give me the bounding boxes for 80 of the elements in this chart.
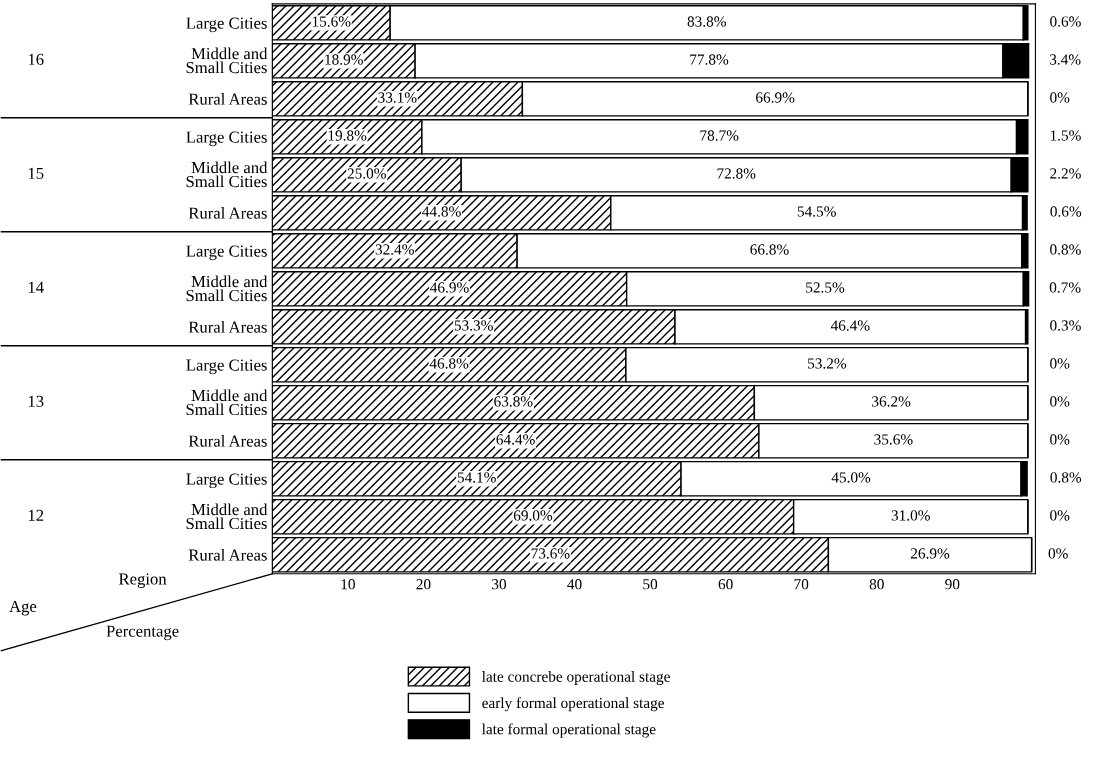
- text: 14: [28, 281, 44, 293]
- data-label: 36.2%: [872, 396, 911, 407]
- data-label: 25.0%: [347, 168, 386, 179]
- y-tick-label: Rural Areas: [188, 93, 267, 105]
- data-label: 0.7%: [1049, 282, 1081, 293]
- data-label: 54.1%: [457, 472, 496, 483]
- y-tick-label: Middle and Small Cities: [186, 161, 268, 188]
- data-label: 0%: [1050, 510, 1070, 521]
- data-label: 0%: [1048, 548, 1068, 559]
- y-axis-title: Region: [118, 573, 167, 588]
- data-label: 15.6%: [312, 16, 351, 27]
- legend-label: late formal operational stage: [481, 723, 656, 738]
- data-label: 19.8%: [328, 130, 367, 141]
- data-label: 0%: [1050, 434, 1070, 445]
- data-label: 73.6%: [531, 548, 570, 559]
- data-label: 2.2%: [1050, 168, 1081, 179]
- data-label: 46.9%: [430, 282, 469, 293]
- data-label: 33.1%: [378, 92, 417, 103]
- data-label: 0%: [1050, 92, 1070, 103]
- y-tick-label: Middle and Small Cities: [186, 389, 268, 416]
- legend-label: late concrebe operational stage: [481, 671, 670, 685]
- data-label: 1.5%: [1050, 130, 1081, 141]
- y-tick-label: Large Cities: [186, 17, 267, 33]
- data-label: 0.3%: [1050, 320, 1081, 331]
- y-tick-label: Rural Areas: [188, 548, 267, 561]
- x-tick-label: 20: [416, 579, 431, 590]
- data-label: 53.2%: [808, 358, 847, 369]
- data-label: 0.8%: [1050, 472, 1082, 483]
- data-label: 46.4%: [830, 320, 870, 331]
- y-tick-label: Rural Areas: [188, 321, 267, 333]
- x-tick-label: 40: [567, 579, 582, 590]
- x-tick-label: 10: [341, 579, 355, 590]
- legend-label: early formal operational stage: [482, 697, 664, 712]
- data-label: 26.9%: [910, 548, 950, 559]
- data-label: 44.8%: [422, 206, 461, 217]
- data-label: 72.8%: [717, 168, 756, 179]
- data-label: 0.6%: [1050, 16, 1081, 27]
- data-label: 63.8%: [494, 396, 533, 407]
- x-tick-label: 70: [794, 579, 809, 590]
- x-tick-label: 50: [643, 579, 658, 590]
- data-label: 35.6%: [874, 434, 913, 445]
- text: 16: [28, 53, 44, 65]
- y-tick-label: Large Cities: [186, 473, 267, 489]
- data-label: 31.0%: [891, 510, 930, 521]
- data-label: 66.9%: [756, 92, 795, 103]
- data-label: 32.4%: [375, 244, 414, 255]
- y-tick-label: Rural Areas: [188, 434, 267, 447]
- data-label: 53.3%: [454, 320, 493, 331]
- data-label: 0%: [1050, 396, 1070, 407]
- text: 15: [28, 167, 44, 179]
- y-tick-label: Rural Areas: [188, 207, 267, 219]
- data-label: 0.8%: [1050, 244, 1081, 255]
- x-tick-label: 30: [492, 579, 507, 590]
- x-tick-label: 80: [869, 579, 884, 590]
- x-axis-title: Percentage: [106, 625, 179, 641]
- data-label: 78.7%: [700, 130, 739, 141]
- y-tick-label: Middle and Small Cities: [186, 47, 268, 74]
- data-label: 18.9%: [325, 54, 363, 65]
- text: 13: [28, 395, 44, 407]
- data-label: 3.4%: [1049, 54, 1081, 65]
- data-label: 69.0%: [513, 510, 553, 521]
- text: Age: [9, 600, 37, 616]
- y-tick-label: Large Cities: [186, 359, 267, 375]
- data-label: 83.8%: [687, 16, 726, 27]
- data-label: 52.5%: [806, 282, 845, 293]
- data-label: 77.8%: [690, 54, 729, 65]
- data-label: 45.0%: [831, 472, 871, 483]
- y-tick-label: Middle and Small Cities: [186, 503, 268, 530]
- data-label: 46.8%: [429, 358, 469, 369]
- data-label: 64.4%: [496, 434, 535, 445]
- text: 12: [28, 509, 44, 521]
- data-label: 66.8%: [750, 244, 789, 255]
- y-tick-label: Large Cities: [186, 131, 267, 147]
- y-tick-label: Middle and Small Cities: [186, 275, 268, 302]
- x-tick-label: 60: [718, 579, 733, 590]
- data-label: 0.6%: [1050, 206, 1082, 217]
- x-tick-label: 90: [945, 579, 960, 590]
- data-label: 54.5%: [797, 206, 836, 217]
- y-tick-label: Large Cities: [186, 245, 267, 261]
- data-label: 0%: [1050, 358, 1070, 369]
